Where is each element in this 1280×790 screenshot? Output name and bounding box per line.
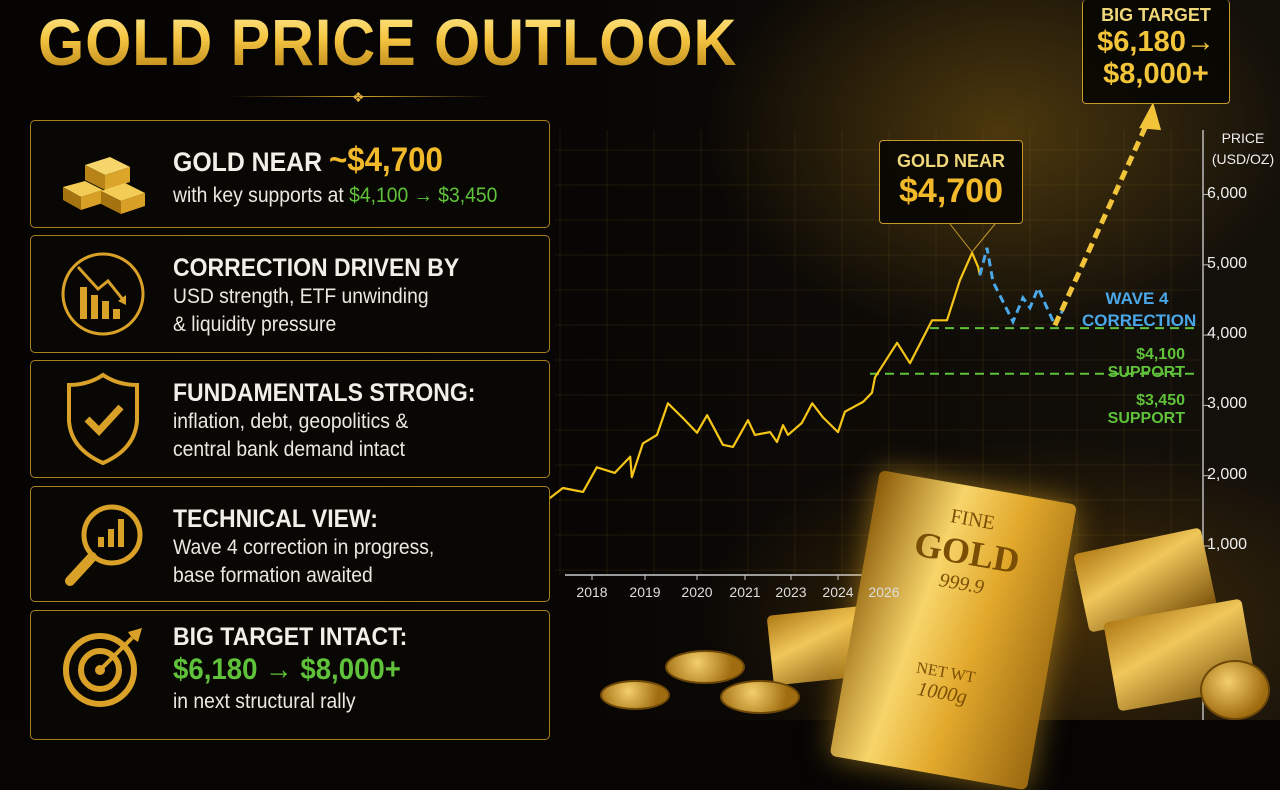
- wave-label-line: WAVE 4: [1105, 289, 1169, 308]
- support-label: $4,100 SUPPORT: [1107, 346, 1185, 382]
- callout-label: GOLD NEAR: [897, 151, 1005, 171]
- x-tick-label: 2026: [868, 584, 900, 600]
- gold-coin: [665, 650, 745, 684]
- card-text: Wave 4 correction in progress,: [173, 536, 435, 559]
- y-tick-label: 4,000: [1207, 325, 1248, 343]
- card-big-target: BIG TARGET INTACT: $6,180 → $8,000+ in n…: [30, 610, 550, 740]
- callout-value: $8,000+: [1103, 58, 1209, 90]
- gold-coin: [720, 680, 800, 714]
- card-heading: BIG TARGET INTACT:: [173, 623, 408, 651]
- y-tick-label: 2,000: [1207, 465, 1248, 483]
- card-text: & liquidity pressure: [173, 313, 337, 336]
- callout-pointer: [949, 223, 973, 253]
- ornament-icon: ❖: [352, 89, 365, 105]
- target-arrowhead: [1139, 102, 1162, 131]
- x-tick-label: 2018: [576, 584, 608, 600]
- x-tick-label: 2019: [629, 584, 661, 600]
- x-tick-label: 2023: [775, 584, 807, 600]
- magnifier-chart-icon: [53, 493, 153, 593]
- card-heading: GOLD NEAR: [173, 147, 329, 177]
- wave-4-label: WAVE 4 CORRECTION: [1082, 288, 1197, 332]
- target-range: $6,180 → $8,000+: [173, 653, 401, 686]
- card-fundamentals: FUNDAMENTALS STRONG: inflation, debt, ge…: [30, 360, 550, 478]
- x-tick-label: 2021: [729, 584, 761, 600]
- card-text: with key supports at: [173, 184, 350, 207]
- price-highlight: ~$4,700: [328, 141, 443, 179]
- card-text: USD strength, ETF unwinding: [173, 285, 429, 308]
- card-text: base formation awaited: [173, 564, 373, 587]
- card-heading: FUNDAMENTALS STRONG:: [173, 379, 476, 407]
- gold-coin: [600, 680, 670, 710]
- card-technical: TECHNICAL VIEW: Wave 4 correction in pro…: [30, 486, 550, 602]
- callout-value: $4,700: [899, 172, 1003, 210]
- price-history-line: [548, 251, 981, 500]
- page-title: GOLD PRICE OUTLOOK: [38, 5, 738, 79]
- support-levels: $4,100 → $3,450: [349, 184, 498, 207]
- x-tick-label: 2020: [681, 584, 713, 600]
- gold-near-callout: GOLD NEAR $4,700: [879, 140, 1023, 224]
- shield-check-icon: [53, 369, 153, 469]
- y-tick-label: 3,000: [1207, 395, 1248, 413]
- wave-4-projection-line: [978, 247, 1065, 329]
- callout-pointer: [971, 223, 996, 253]
- callout-value: $6,180→: [1097, 26, 1215, 58]
- y-axis-title: PRICE (USD/OZ): [1211, 130, 1275, 167]
- callout-label: BIG TARGET: [1101, 5, 1211, 25]
- card-gold-near: GOLD NEAR ~$4,700 with key supports at $…: [30, 120, 550, 228]
- gold-bars-icon: [53, 125, 153, 225]
- card-heading: CORRECTION DRIVEN BY: [173, 254, 460, 282]
- card-text: in next structural rally: [173, 690, 356, 713]
- y-tick-label: 1,000: [1207, 536, 1248, 553]
- target-arrow-icon: [53, 617, 153, 717]
- card-text: inflation, debt, geopolitics &: [173, 410, 409, 433]
- support-label: $3,450 SUPPORT: [1107, 391, 1185, 427]
- card-text: central bank demand intact: [173, 438, 405, 461]
- title-divider: [230, 96, 490, 97]
- y-tick-label: 6,000: [1207, 184, 1248, 202]
- big-target-callout: BIG TARGET $6,180→ $8,000+: [1082, 0, 1230, 104]
- y-tick-label: 5,000: [1207, 254, 1248, 272]
- target-projection-line: [1052, 109, 1156, 327]
- wave-label-line: CORRECTION: [1082, 311, 1197, 330]
- x-tick-label: 2024: [822, 584, 854, 600]
- gold-coin: [1200, 660, 1270, 720]
- card-correction: CORRECTION DRIVEN BY USD strength, ETF u…: [30, 235, 550, 353]
- card-heading: TECHNICAL VIEW:: [173, 505, 378, 533]
- downtrend-chart-icon: [53, 244, 153, 344]
